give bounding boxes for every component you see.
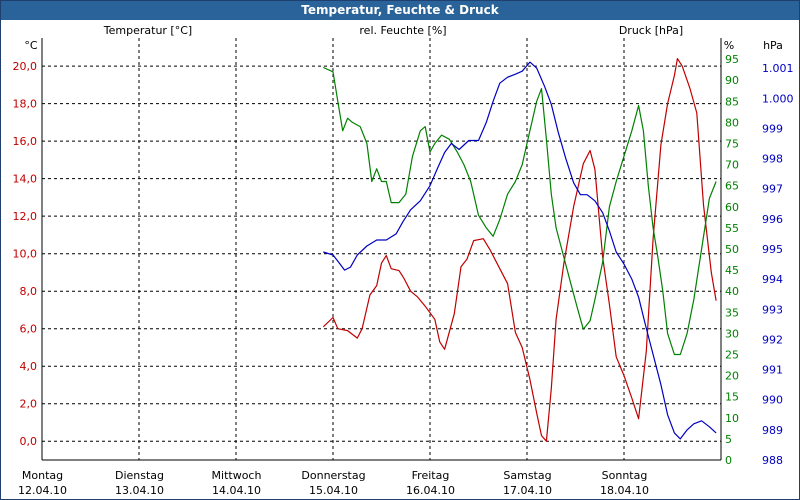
humidity-tick-label: 55 [725, 222, 739, 235]
humidity-tick-label: 45 [725, 264, 739, 277]
x-tick-day: Sonntag [602, 469, 648, 482]
humidity-axis-title: rel. Feuchte [%] [359, 24, 446, 37]
x-tick-date: 16.04.10 [406, 484, 455, 497]
series-line-pressure [323, 61, 717, 440]
pressure-unit-label: hPa [763, 39, 783, 52]
temperature-tick-label: 4,0 [20, 360, 38, 373]
x-tick-date: 14.04.10 [212, 484, 261, 497]
pressure-tick-label: 998 [762, 153, 783, 166]
pressure-axis-title: Druck [hPa] [619, 24, 683, 37]
humidity-tick-label: 15 [725, 391, 739, 404]
temperature-tick-label: 10,0 [13, 248, 38, 261]
x-tick-date: 12.04.10 [18, 484, 67, 497]
pressure-tick-label: 997 [762, 183, 783, 196]
humidity-unit-label: % [724, 39, 734, 52]
humidity-tick-label: 95 [725, 53, 739, 66]
pressure-tick-label: 991 [762, 364, 783, 377]
pressure-tick-label: 1.000 [762, 92, 794, 105]
humidity-tick-label: 25 [725, 349, 739, 362]
temperature-tick-label: 14,0 [13, 173, 38, 186]
humidity-tick-label: 70 [725, 159, 739, 172]
temperature-tick-label: 8,0 [20, 285, 38, 298]
humidity-tick-label: 40 [725, 285, 739, 298]
x-tick-day: Dienstag [115, 469, 164, 482]
x-tick-date: 17.04.10 [503, 484, 552, 497]
humidity-tick-label: 85 [725, 95, 739, 108]
x-tick-day: Montag [22, 469, 63, 482]
humidity-tick-label: 60 [725, 201, 739, 214]
humidity-tick-label: 0 [725, 454, 732, 467]
pressure-tick-label: 988 [762, 454, 783, 467]
humidity-tick-label: 35 [725, 306, 739, 319]
tick-labels: 0,0 2,0 4,0 6,0 8,0 10,0 12,0 14,0 16,0 18,0 20,0 0… [13, 53, 794, 497]
x-tick-date: 13.04.10 [115, 484, 164, 497]
x-tick-day: Donnerstag [301, 469, 365, 482]
x-tick-day: Samstag [503, 469, 551, 482]
series-lines [322, 57, 717, 442]
series-line-humidity [323, 66, 717, 356]
humidity-tick-label: 10 [725, 412, 739, 425]
temperature-tick-label: 20,0 [13, 60, 38, 73]
pressure-tick-label: 1.001 [762, 62, 794, 75]
pressure-tick-label: 994 [762, 273, 783, 286]
humidity-tick-label: 20 [725, 370, 739, 383]
pressure-tick-label: 995 [762, 243, 783, 256]
pressure-tick-label: 999 [762, 122, 783, 135]
pressure-tick-label: 989 [762, 424, 783, 437]
humidity-tick-label: 75 [725, 138, 739, 151]
axes [41, 38, 722, 461]
grid [42, 38, 721, 460]
humidity-tick-label: 5 [725, 433, 732, 446]
window-title: Temperatur, Feuchte & Druck [1, 1, 799, 20]
pressure-tick-label: 992 [762, 333, 783, 346]
x-tick-day: Mittwoch [212, 469, 262, 482]
series-line-temperature [322, 57, 717, 442]
pressure-tick-label: 993 [762, 303, 783, 316]
temperature-tick-label: 12,0 [13, 210, 38, 223]
humidity-tick-label: 80 [725, 116, 739, 129]
temperature-tick-label: 2,0 [20, 398, 38, 411]
humidity-tick-label: 50 [725, 243, 739, 256]
pressure-tick-label: 990 [762, 394, 783, 407]
humidity-tick-label: 65 [725, 180, 739, 193]
temperature-tick-label: 18,0 [13, 98, 38, 111]
temperature-tick-label: 0,0 [20, 435, 38, 448]
x-tick-date: 18.04.10 [600, 484, 649, 497]
humidity-tick-label: 90 [725, 74, 739, 87]
pressure-tick-label: 996 [762, 213, 783, 226]
temperature-unit-label: °C [24, 39, 38, 52]
x-tick-date: 15.04.10 [309, 484, 358, 497]
temperature-tick-label: 16,0 [13, 135, 38, 148]
x-tick-day: Freitag [412, 469, 450, 482]
temperature-axis-title: Temperatur [°C] [103, 24, 192, 37]
humidity-tick-label: 30 [725, 327, 739, 340]
temperature-tick-label: 6,0 [20, 323, 38, 336]
